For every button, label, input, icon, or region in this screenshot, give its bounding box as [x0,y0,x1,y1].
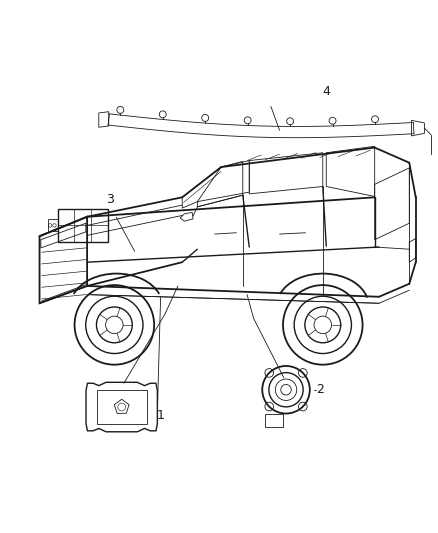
Text: 2: 2 [316,383,324,396]
Text: 3: 3 [106,193,114,206]
Text: 1: 1 [156,409,164,422]
Text: 4: 4 [323,85,331,98]
